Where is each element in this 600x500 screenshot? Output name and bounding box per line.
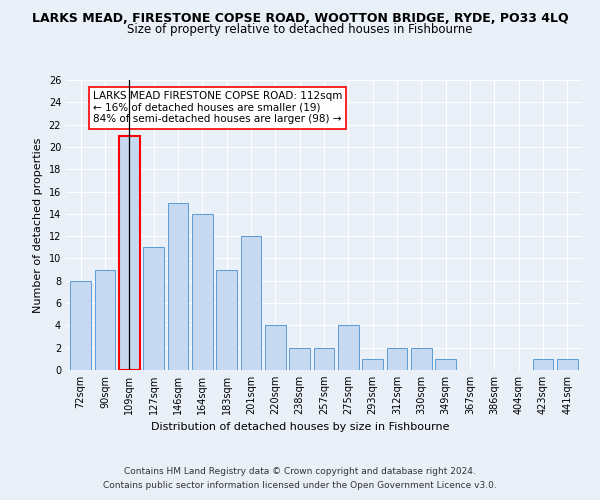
Y-axis label: Number of detached properties: Number of detached properties [33, 138, 43, 312]
Bar [216, 270, 237, 370]
Bar [338, 326, 359, 370]
Bar [167, 202, 188, 370]
Bar [95, 270, 115, 370]
Text: Size of property relative to detached houses in Fishbourne: Size of property relative to detached ho… [127, 22, 473, 36]
Text: LARKS MEAD FIRESTONE COPSE ROAD: 112sqm
← 16% of detached houses are smaller (19: LARKS MEAD FIRESTONE COPSE ROAD: 112sqm … [93, 91, 342, 124]
Bar [289, 348, 310, 370]
Bar [314, 348, 334, 370]
Text: Distribution of detached houses by size in Fishbourne: Distribution of detached houses by size … [151, 422, 449, 432]
Bar [70, 281, 91, 370]
Bar [119, 136, 140, 370]
Text: Contains HM Land Registry data © Crown copyright and database right 2024.: Contains HM Land Registry data © Crown c… [124, 468, 476, 476]
Bar [362, 359, 383, 370]
Bar [143, 248, 164, 370]
Text: LARKS MEAD, FIRESTONE COPSE ROAD, WOOTTON BRIDGE, RYDE, PO33 4LQ: LARKS MEAD, FIRESTONE COPSE ROAD, WOOTTO… [32, 12, 568, 26]
Bar [265, 326, 286, 370]
Text: Contains public sector information licensed under the Open Government Licence v3: Contains public sector information licen… [103, 481, 497, 490]
Bar [411, 348, 432, 370]
Bar [241, 236, 262, 370]
Bar [436, 359, 456, 370]
Bar [192, 214, 212, 370]
Bar [386, 348, 407, 370]
Bar [557, 359, 578, 370]
Bar [533, 359, 553, 370]
